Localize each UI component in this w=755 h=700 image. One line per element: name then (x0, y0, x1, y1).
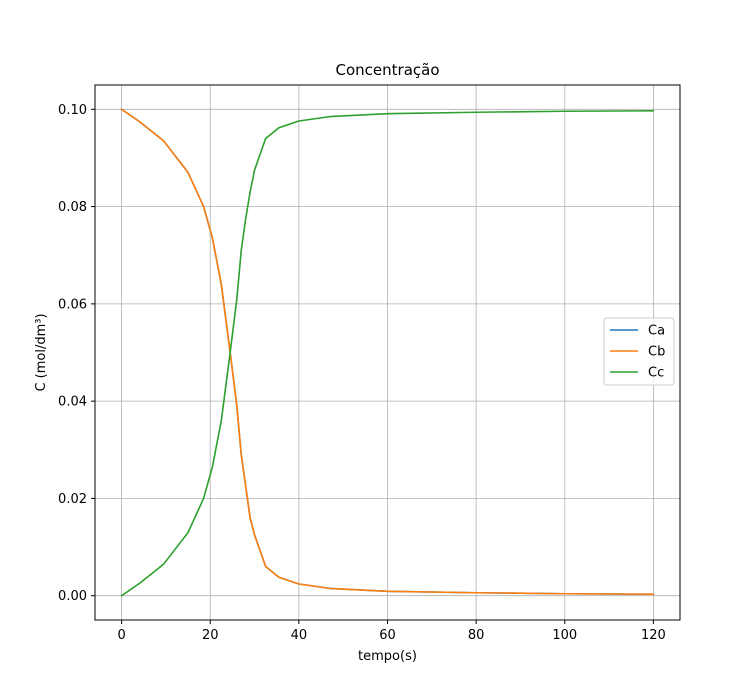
x-tick-label: 40 (291, 628, 308, 643)
y-tick-label: 0.10 (58, 103, 87, 118)
x-tick-label: 100 (552, 628, 577, 643)
y-tick-label: 0.04 (58, 395, 87, 410)
plot-series (120, 108, 655, 597)
legend-label-ca: Ca (648, 324, 665, 339)
grid (95, 85, 680, 620)
y-tick-label: 0.00 (58, 589, 87, 604)
legend-box (603, 317, 675, 386)
x-tick-label: 0 (117, 628, 125, 643)
chart-title: Concentração (336, 61, 440, 79)
x-axis-label: tempo(s) (358, 649, 417, 664)
x-tick-label: 20 (202, 628, 219, 643)
x-tick-label: 60 (379, 628, 396, 643)
series-line-cc (120, 109, 655, 597)
x-tick-label: 80 (468, 628, 485, 643)
legend-label-cc: Cc (648, 366, 664, 381)
legend-label-cb: Cb (648, 345, 665, 360)
series-line-cb (120, 108, 655, 596)
y-tick-label: 0.02 (58, 492, 87, 507)
y-tick-label: 0.06 (58, 297, 87, 312)
axis-ticks: 0 20 40 60 80 100 120 0.00 0.02 0.04 0.06 0.08 0.10 (58, 103, 666, 643)
y-axis-label: C (mol/dm³) (34, 313, 49, 391)
y-tick-label: 0.08 (58, 200, 87, 215)
legend: Ca Cb Cc (603, 317, 675, 386)
x-tick-label: 120 (641, 628, 666, 643)
